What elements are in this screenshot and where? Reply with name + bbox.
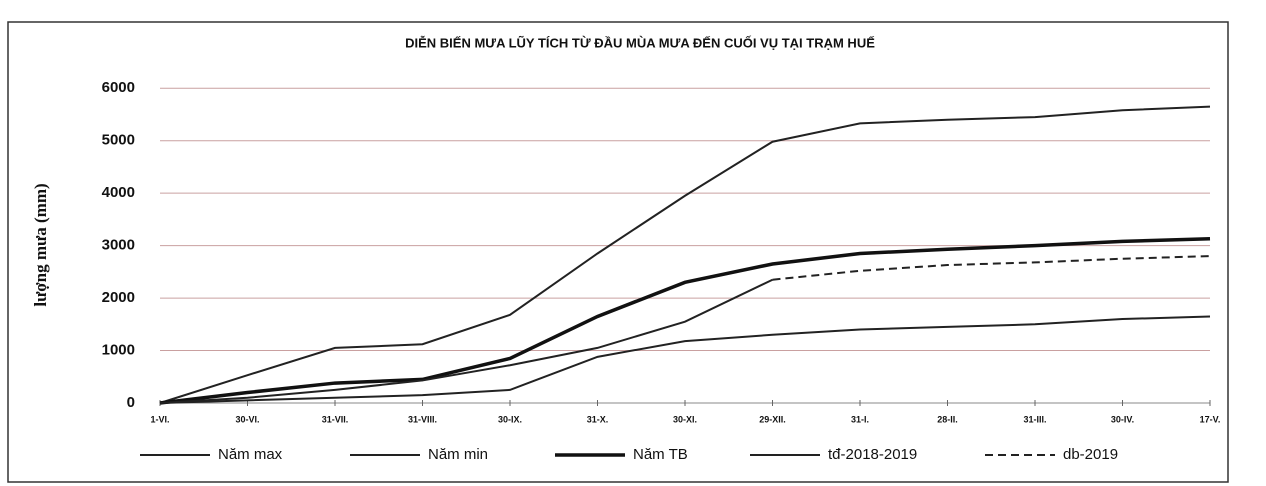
- legend-label: db-2019: [1063, 446, 1118, 463]
- y-tick-label: 3000: [102, 237, 135, 254]
- chart-title: DIỄN BIẾN MƯA LŨY TÍCH TỪ ĐẦU MÙA MƯA ĐẾ…: [405, 35, 875, 50]
- x-tick-label: 30-IV.: [1111, 414, 1134, 424]
- x-tick-label: 31-VIII.: [408, 414, 437, 424]
- x-tick-label: 30-VI.: [235, 414, 259, 424]
- y-axis-label: lượng mưa (mm): [31, 183, 50, 306]
- x-tick-label: 17-V.: [1200, 414, 1221, 424]
- y-tick-label: 4000: [102, 184, 135, 201]
- legend-label: tđ-2018-2019: [828, 446, 917, 463]
- legend-label: Năm min: [428, 446, 488, 463]
- x-tick-label: 31-III.: [1023, 414, 1046, 424]
- y-tick-label: 6000: [102, 79, 135, 96]
- series-line: [772, 255, 1211, 281]
- y-tick-label: 0: [127, 394, 135, 411]
- series-line: [159, 105, 1211, 404]
- x-tick-label: 30-IX.: [498, 414, 522, 424]
- y-tick-label: 2000: [102, 289, 135, 306]
- y-tick-label: 5000: [102, 132, 135, 149]
- x-tick-label: 29-XII.: [759, 414, 786, 424]
- series-line: [159, 278, 773, 404]
- chart-border: [7, 21, 1229, 483]
- legend-label: Năm max: [218, 446, 283, 463]
- x-tick-label: 30-XI.: [673, 414, 697, 424]
- series-line: [159, 315, 1211, 404]
- x-tick-label: 28-II.: [937, 414, 958, 424]
- x-tick-label: 31-X.: [587, 414, 609, 424]
- series-line: [159, 237, 1211, 405]
- x-tick-label: 1-VI.: [150, 414, 169, 424]
- legend-label: Năm TB: [633, 446, 688, 463]
- y-tick-label: 1000: [102, 342, 135, 359]
- x-tick-label: 31-I.: [851, 414, 869, 424]
- x-tick-label: 31-VII.: [322, 414, 349, 424]
